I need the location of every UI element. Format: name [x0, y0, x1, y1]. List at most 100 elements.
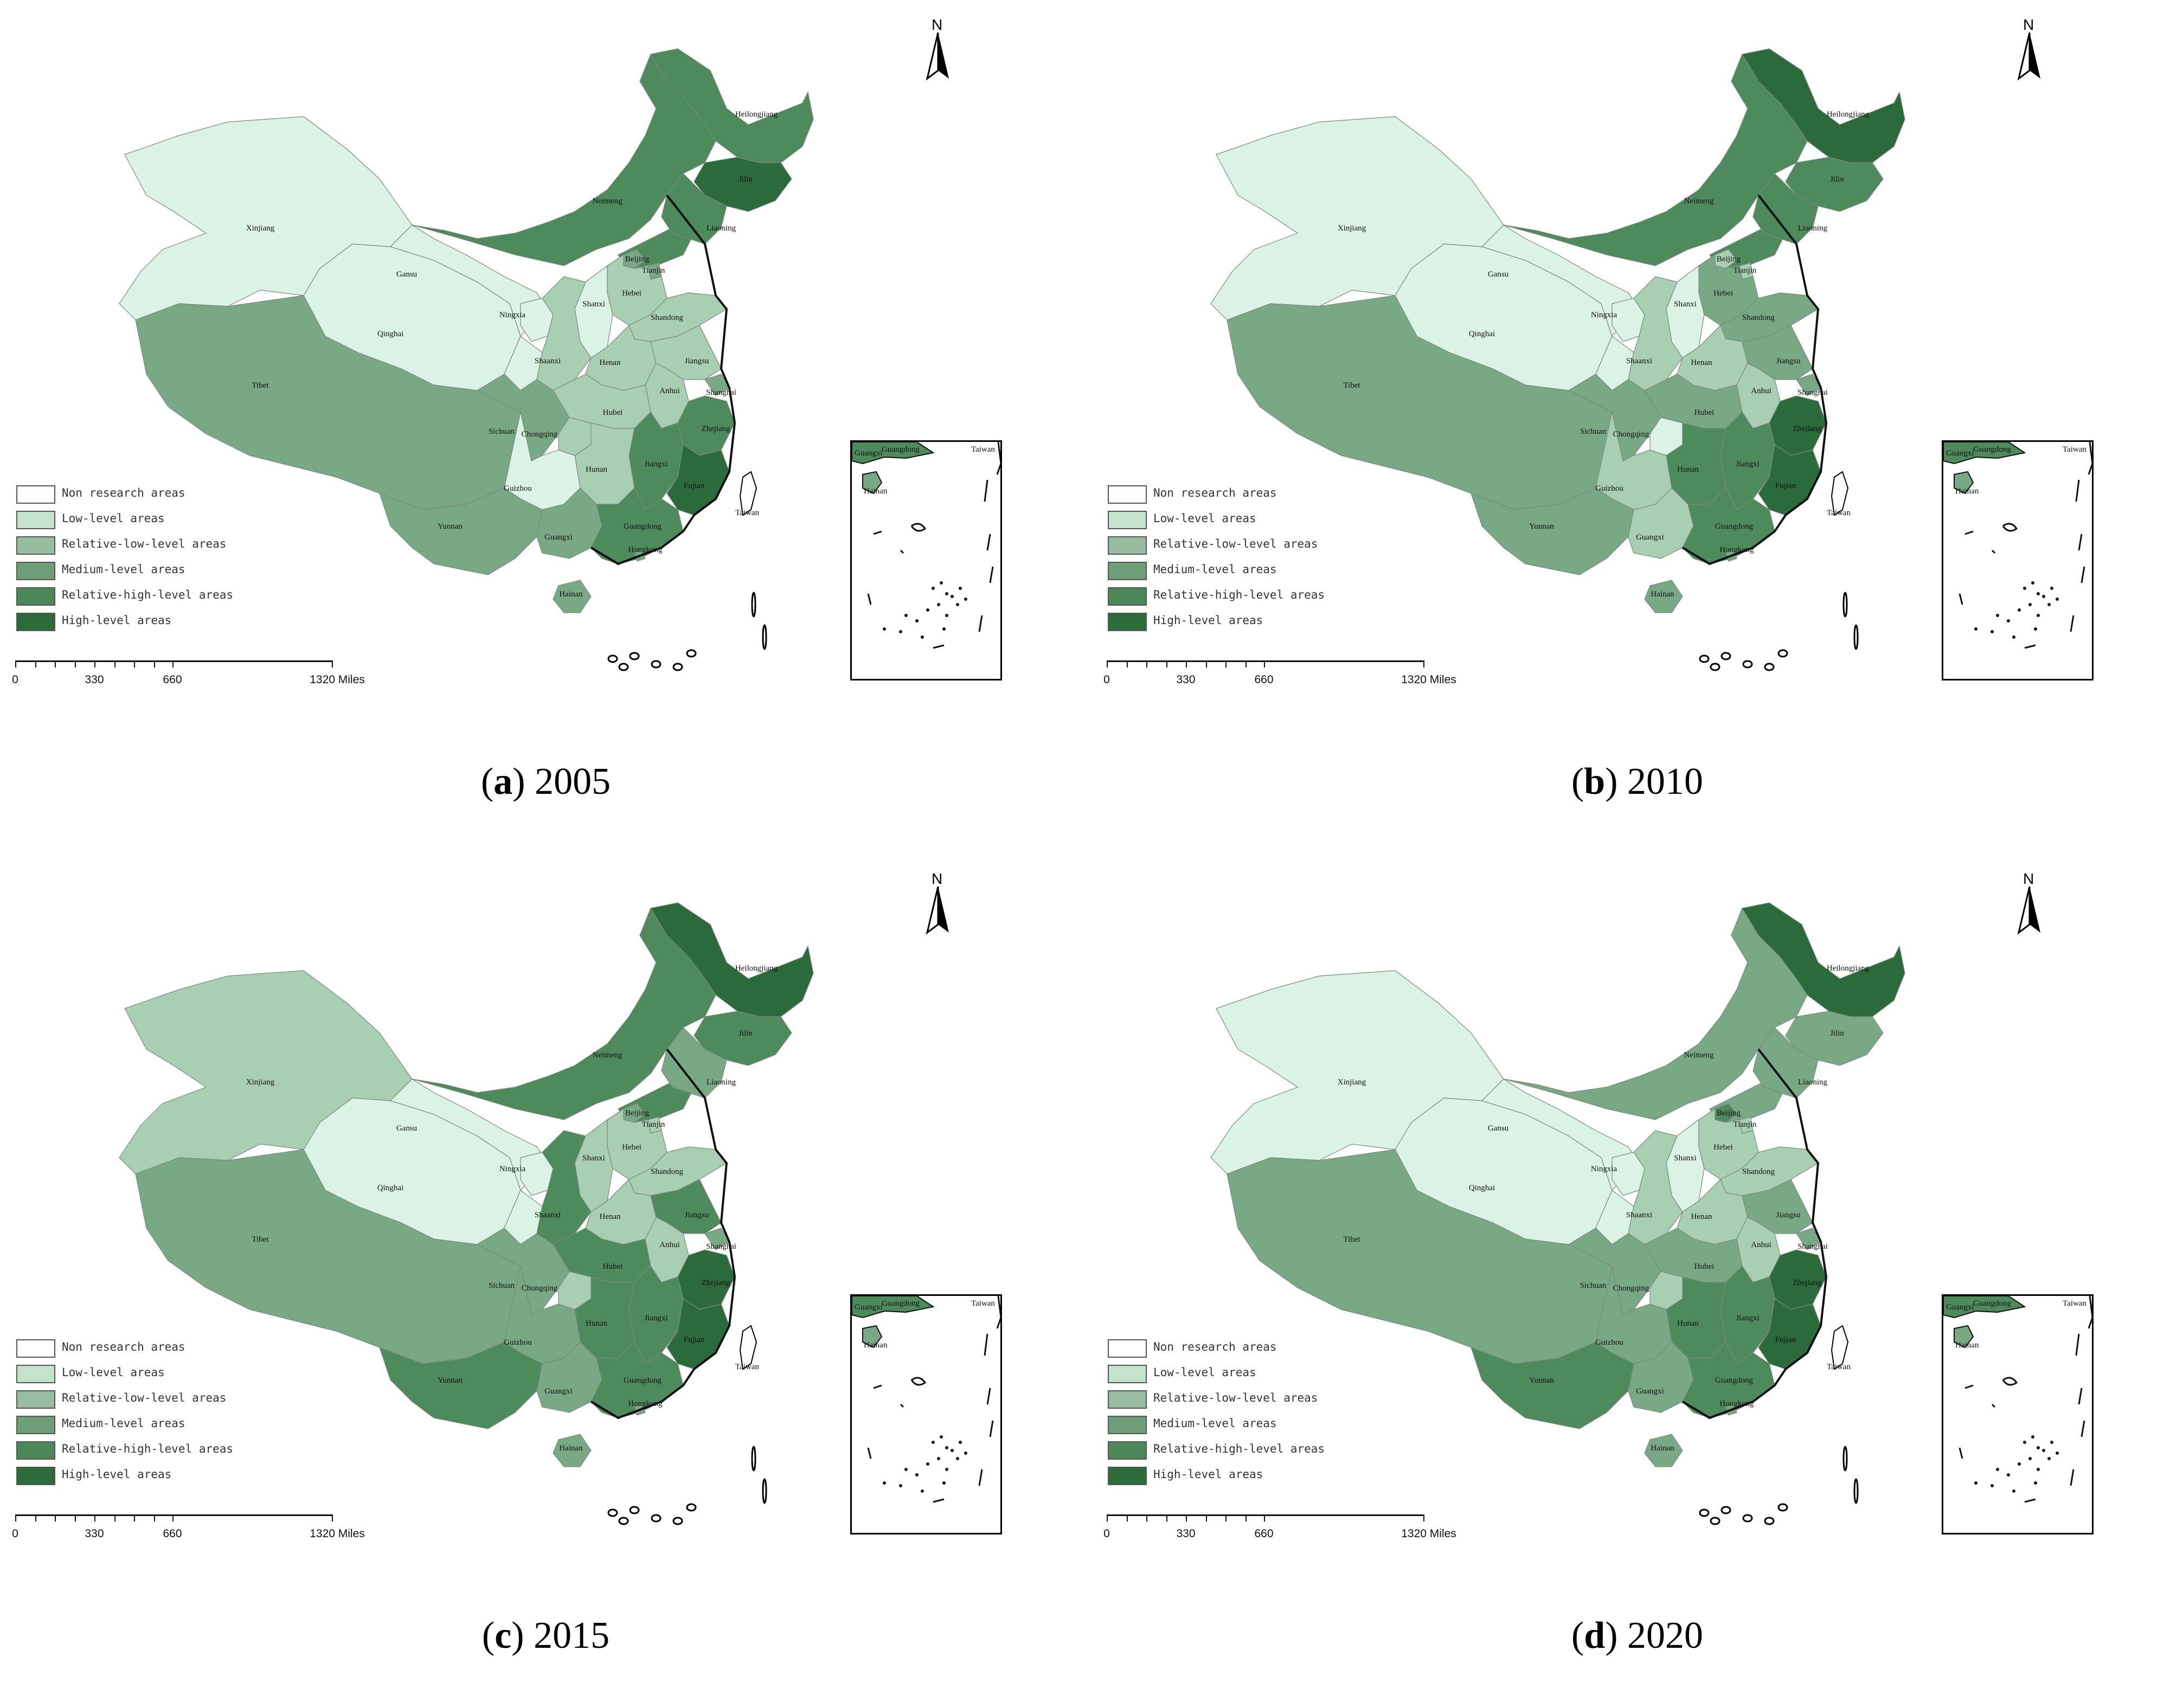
inset-label-guangxi: Guangxi: [1946, 1303, 1974, 1312]
label-shaanxi: Shaanxi: [1626, 357, 1652, 365]
label-heilongjiang: Heilongjiang: [1827, 964, 1870, 973]
label-shanghai: Shanghai: [706, 388, 736, 397]
province-xinjiang: [119, 116, 413, 320]
scale-line: [15, 660, 333, 662]
island: [618, 663, 629, 671]
panel-letter: c: [495, 1615, 512, 1656]
label-ningxia: Ningxia: [1591, 311, 1617, 319]
label-zhejiang: Zhejiang: [701, 425, 730, 433]
label-hubei: Hubei: [603, 408, 623, 417]
label-gansu: Gansu: [1488, 1124, 1509, 1133]
legend-item: Non research areas: [16, 1339, 298, 1365]
legend-swatch: [16, 485, 55, 504]
scale-tick: [134, 1514, 135, 1521]
label-chongqing: Chongqing: [1613, 1284, 1649, 1293]
island: [672, 1517, 683, 1525]
label-shandong: Shandong: [651, 313, 684, 322]
north-arrow-icon: N: [2013, 870, 2046, 935]
label-jiangsu: Jiangsu: [685, 1211, 710, 1219]
label-jiangsu: Jiangsu: [1776, 357, 1801, 365]
label-hunan: Hunan: [586, 465, 607, 474]
island: [629, 1506, 640, 1514]
label-henan: Henan: [1691, 1212, 1712, 1221]
scale-line: [15, 1514, 333, 1516]
scale-tick-label: 660: [1254, 673, 1274, 686]
legend-swatch: [16, 1390, 55, 1409]
label-fujian: Fujian: [684, 1335, 705, 1344]
island: [686, 1503, 697, 1512]
label-beijing: Beijing: [1717, 255, 1741, 264]
scale-tick: [1107, 660, 1108, 667]
label-xinjiang: Xinjiang: [1338, 224, 1366, 233]
label-hunan: Hunan: [1677, 465, 1699, 474]
scale-tick: [1186, 660, 1187, 667]
scale-tick-label: 0: [12, 1527, 18, 1540]
label-tibet: Tibet: [252, 1235, 269, 1244]
scale-tick: [1146, 660, 1147, 667]
north-arrow-icon: N: [922, 16, 954, 81]
scale-tick: [1127, 660, 1128, 667]
china-map: Xinjiang Tibet Qinghai Gansu Neimeng Heilongj…: [119, 902, 814, 1525]
legend-label: Relative-low-level areas: [1153, 537, 1318, 550]
map-panel-c: Xinjiang Tibet Qinghai Gansu Neimeng Heilongj…: [0, 854, 1092, 1708]
legend-item: Non research areas: [1108, 1339, 1390, 1365]
scale-tick: [1206, 1514, 1207, 1521]
panel-caption: (c) 2015: [481, 1615, 610, 1656]
inset-label-guangxi: Guangxi: [855, 1303, 883, 1312]
island: [762, 1478, 767, 1504]
legend-label: Low-level areas: [62, 512, 165, 525]
island: [1742, 1514, 1753, 1523]
province-taiwan: [739, 471, 757, 516]
label-shanxi: Shanxi: [582, 300, 605, 309]
label-tianjin: Tianjin: [1733, 1120, 1757, 1129]
label-liaoning: Liaoning: [707, 1078, 736, 1087]
label-guizhou: Guizhou: [504, 484, 532, 493]
scale-tick: [154, 1514, 155, 1521]
label-fujian: Fujian: [1775, 1335, 1796, 1344]
legend-item: Relative-high-level areas: [1108, 1441, 1390, 1467]
label-jilin: Jilin: [739, 175, 753, 184]
label-guangdong: Guangdong: [624, 522, 662, 531]
label-hongkong: Hongkong: [628, 545, 663, 554]
label-yunnan: Yunnan: [1529, 522, 1554, 531]
label-hainan: Hainan: [1651, 1444, 1674, 1453]
legend-swatch: [1108, 1365, 1147, 1383]
label-gansu: Gansu: [396, 1124, 418, 1133]
province-hainan: [553, 580, 592, 613]
province-hainan: [1644, 1434, 1683, 1467]
scale-tick: [332, 660, 333, 667]
label-liaoning: Liaoning: [707, 224, 736, 233]
legend-swatch: [1108, 536, 1147, 555]
label-shanghai: Shanghai: [1797, 1242, 1828, 1251]
legend-swatch: [16, 1467, 55, 1485]
label-hongkong: Hongkong: [628, 1399, 663, 1408]
scale-tick: [1245, 1514, 1247, 1521]
label-anhui: Anhui: [1751, 1241, 1771, 1249]
legend-label: Relative-high-level areas: [1153, 1442, 1325, 1455]
province-liaoning: [1752, 1027, 1819, 1099]
label-neimeng: Neimeng: [1684, 197, 1714, 206]
scale-tick: [1107, 1514, 1108, 1521]
island: [1764, 663, 1775, 671]
label-hebei: Hebei: [1713, 289, 1733, 298]
province-xinjiang: [1210, 116, 1504, 320]
label-zhejiang: Zhejiang: [1793, 1279, 1822, 1287]
scale-tick: [35, 660, 36, 667]
label-henan: Henan: [599, 1212, 621, 1221]
label-hubei: Hubei: [603, 1262, 623, 1271]
legend-item: Relative-low-level areas: [16, 1390, 298, 1416]
province-yunnan: [379, 1341, 543, 1429]
map-legend: Non research areas Low-level areas Relativ…: [16, 1339, 298, 1492]
scale-tick: [332, 1514, 333, 1521]
label-henan: Henan: [599, 358, 621, 367]
legend-label: Relative-low-level areas: [1153, 1391, 1318, 1404]
scale-bar: 0 330 660 1320 Miles: [1103, 1514, 1456, 1547]
scale-tick: [114, 1514, 115, 1521]
label-jiangsu: Jiangsu: [1776, 1211, 1801, 1219]
label-guangxi: Guangxi: [544, 1387, 573, 1396]
island: [607, 1508, 618, 1517]
scale-tick: [1264, 660, 1265, 667]
scale-tick: [1166, 1514, 1167, 1521]
legend-item: High-level areas: [16, 613, 298, 638]
